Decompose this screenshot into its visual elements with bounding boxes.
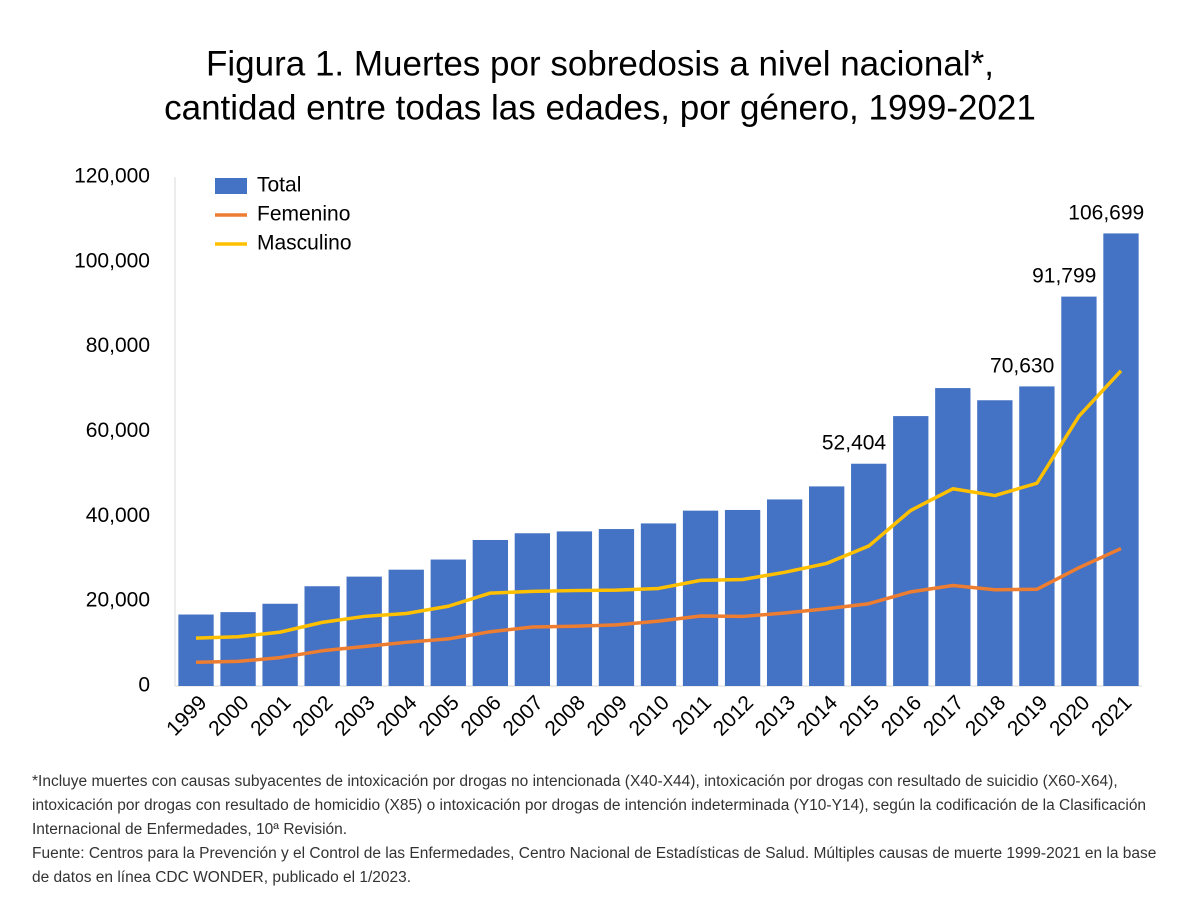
x-tick-label: 2020 (1045, 691, 1094, 740)
x-tick-label: 2013 (751, 691, 800, 740)
source: Fuente: Centros para la Prevención y el … (32, 845, 1157, 886)
line (195, 546, 1122, 664)
x-tick-label: 2015 (835, 691, 884, 740)
y-tick-label: 60,000 (86, 419, 150, 442)
bar (598, 529, 635, 686)
bar (220, 612, 256, 686)
x-tick-label: 2005 (414, 691, 463, 740)
y-tick-label: 0 (138, 674, 150, 697)
notes: *Incluye muertes con causas subyacentes … (32, 770, 1162, 890)
legend-label: Masculino (257, 232, 352, 255)
bar (388, 569, 424, 686)
x-tick-label: 2009 (583, 691, 632, 740)
chart: Figura 1. Muertes por sobredosis a nivel… (74, 44, 1144, 741)
bar (1103, 233, 1139, 687)
x-tick-label: 2010 (625, 691, 674, 740)
data-label: 70,630 (990, 354, 1054, 377)
data-label: 91,799 (1032, 265, 1096, 288)
bar (640, 523, 677, 686)
bar (346, 576, 382, 686)
x-tick-label: 2021 (1087, 691, 1136, 740)
y-tick-label: 20,000 (86, 589, 150, 612)
line (195, 369, 1123, 640)
x-tick-label: 1999 (162, 691, 211, 740)
x-tick-label: 2016 (877, 691, 926, 740)
chart-title: cantidad entre todas las edades, por gén… (164, 88, 1036, 127)
bar (1061, 296, 1097, 686)
bar (809, 486, 845, 686)
y-tick-label: 40,000 (86, 504, 150, 527)
x-tick-label: 2014 (793, 691, 843, 741)
x-tick-label: 2011 (668, 691, 716, 739)
x-tick-label: 2019 (1003, 691, 1052, 740)
y-tick-label: 100,000 (74, 249, 150, 272)
bar (430, 559, 466, 686)
data-label: 106,699 (1068, 201, 1144, 224)
chart-title: Figura 1. Muertes por sobredosis a nivel… (206, 44, 994, 83)
x-tick-label: 2002 (288, 691, 337, 740)
x-tick-label: 2007 (499, 691, 548, 740)
footnote: *Incluye muertes con causas subyacentes … (32, 773, 1147, 838)
x-tick-label: 2006 (456, 691, 505, 740)
data-label: 52,404 (822, 432, 887, 455)
legend-label: Femenino (257, 203, 350, 226)
bar (178, 614, 214, 686)
y-tick-label: 80,000 (86, 334, 150, 357)
bar (514, 533, 551, 686)
bar (262, 603, 298, 686)
x-tick-label: 2000 (204, 691, 253, 740)
bar (893, 416, 929, 686)
x-tick-label: 2008 (541, 691, 590, 740)
x-tick-label: 2001 (246, 691, 295, 740)
x-tick-label: 2017 (919, 691, 968, 740)
x-tick-label: 2004 (372, 691, 422, 741)
bar (556, 531, 593, 686)
bar (935, 388, 971, 686)
x-tick-label: 2012 (709, 691, 758, 740)
bar (724, 509, 761, 686)
legend-label: Total (257, 174, 301, 197)
bar (682, 510, 719, 686)
bar (766, 499, 803, 686)
bar (472, 539, 508, 686)
x-tick-label: 2018 (961, 691, 1010, 740)
bar (851, 463, 887, 686)
y-tick-label: 120,000 (74, 165, 150, 188)
x-tick-label: 2003 (330, 691, 379, 740)
legend-swatch (215, 178, 247, 194)
bar (304, 586, 340, 686)
bar (977, 400, 1013, 686)
bar (1019, 386, 1055, 686)
